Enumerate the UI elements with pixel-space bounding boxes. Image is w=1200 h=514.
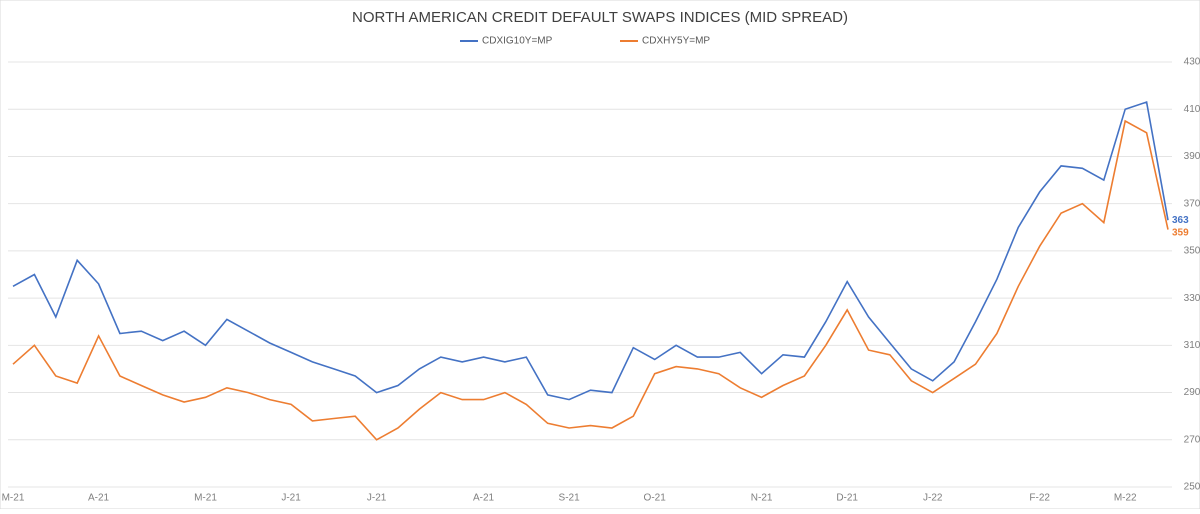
y-tick-label: 290 [1184, 387, 1200, 398]
series-line [12, 119, 1169, 441]
x-tick-label: J-21 [367, 493, 387, 504]
legend-label: CDXIG10Y=MP [482, 36, 553, 47]
x-tick-label: M-22 [1114, 493, 1137, 504]
x-tick-label: J-21 [281, 493, 301, 504]
y-tick-label: 350 [1184, 246, 1200, 257]
x-tick-label: M-21 [2, 493, 25, 504]
x-tick-label: N-21 [751, 493, 773, 504]
x-tick-label: A-21 [88, 493, 110, 504]
y-tick-label: 390 [1184, 151, 1200, 162]
y-tick-label: 370 [1184, 198, 1200, 209]
x-tick-label: D-21 [836, 493, 858, 504]
y-tick-label: 410 [1184, 104, 1200, 115]
chart-title: NORTH AMERICAN CREDIT DEFAULT SWAPS INDI… [352, 9, 848, 26]
x-tick-label: A-21 [473, 493, 495, 504]
y-tick-label: 270 [1184, 434, 1200, 445]
x-tick-label: F-22 [1029, 493, 1050, 504]
legend-label: CDXHY5Y=MP [642, 36, 710, 47]
y-tick-label: 310 [1184, 340, 1200, 351]
last-value-label: 359 [1172, 227, 1189, 238]
series-line [12, 101, 1169, 401]
y-tick-label: 430 [1184, 57, 1200, 68]
x-tick-label: J-22 [923, 493, 943, 504]
last-value-label: 363 [1172, 215, 1189, 226]
y-tick-label: 250 [1184, 482, 1200, 493]
y-tick-label: 330 [1184, 293, 1200, 304]
x-tick-label: S-21 [559, 493, 581, 504]
x-tick-label: M-21 [194, 493, 217, 504]
x-tick-label: O-21 [644, 493, 667, 504]
